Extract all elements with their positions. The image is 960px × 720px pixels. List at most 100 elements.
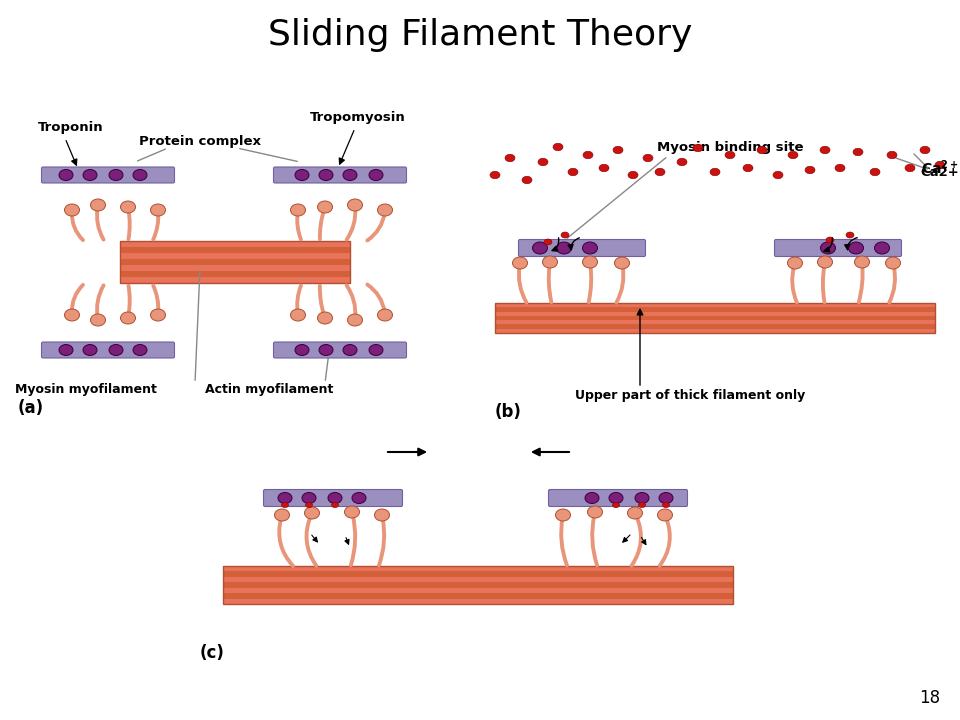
Polygon shape	[120, 241, 350, 247]
Ellipse shape	[369, 344, 383, 356]
Ellipse shape	[568, 168, 578, 176]
Ellipse shape	[885, 257, 900, 269]
Ellipse shape	[788, 151, 798, 158]
Ellipse shape	[291, 309, 305, 321]
Ellipse shape	[90, 199, 106, 211]
Ellipse shape	[83, 169, 97, 181]
Polygon shape	[120, 271, 350, 277]
Ellipse shape	[151, 204, 165, 216]
Ellipse shape	[343, 169, 357, 181]
Polygon shape	[223, 588, 733, 593]
Polygon shape	[495, 303, 935, 307]
Ellipse shape	[343, 344, 357, 356]
Polygon shape	[120, 253, 350, 259]
Polygon shape	[495, 329, 935, 333]
Text: Tropomyosin: Tropomyosin	[310, 112, 406, 125]
Polygon shape	[120, 277, 350, 283]
Text: Upper part of thick filament only: Upper part of thick filament only	[575, 389, 805, 402]
Ellipse shape	[59, 169, 73, 181]
Ellipse shape	[302, 492, 316, 503]
Ellipse shape	[787, 257, 803, 269]
FancyBboxPatch shape	[518, 240, 645, 256]
Ellipse shape	[83, 344, 97, 356]
Ellipse shape	[281, 503, 289, 508]
Polygon shape	[120, 259, 350, 265]
Ellipse shape	[151, 309, 165, 321]
Polygon shape	[495, 325, 935, 329]
Ellipse shape	[655, 168, 665, 176]
Ellipse shape	[295, 344, 309, 356]
Ellipse shape	[109, 344, 123, 356]
Ellipse shape	[583, 151, 593, 158]
Ellipse shape	[887, 151, 897, 158]
FancyBboxPatch shape	[41, 167, 175, 183]
Ellipse shape	[835, 164, 845, 172]
Text: Myosin binding site: Myosin binding site	[657, 142, 804, 155]
Ellipse shape	[725, 151, 735, 158]
Ellipse shape	[773, 171, 783, 179]
Ellipse shape	[121, 312, 135, 324]
Ellipse shape	[612, 503, 619, 508]
Ellipse shape	[556, 509, 570, 521]
Ellipse shape	[553, 143, 563, 150]
Ellipse shape	[820, 146, 830, 154]
Polygon shape	[120, 247, 350, 253]
Polygon shape	[223, 582, 733, 588]
Text: (a): (a)	[18, 399, 44, 417]
Text: Sliding Filament Theory: Sliding Filament Theory	[268, 18, 692, 52]
Ellipse shape	[875, 242, 890, 254]
Ellipse shape	[542, 256, 558, 268]
Text: $\mathbf{Ca^{2+}}$: $\mathbf{Ca^{2+}}$	[922, 158, 959, 177]
Polygon shape	[223, 566, 733, 572]
Ellipse shape	[614, 257, 630, 269]
Ellipse shape	[826, 237, 834, 243]
Ellipse shape	[588, 506, 603, 518]
Ellipse shape	[557, 242, 571, 254]
Ellipse shape	[318, 312, 332, 324]
FancyBboxPatch shape	[41, 342, 175, 358]
Ellipse shape	[533, 242, 547, 254]
Text: Myosin myofilament: Myosin myofilament	[15, 384, 156, 397]
Ellipse shape	[348, 314, 363, 326]
Polygon shape	[120, 265, 350, 271]
Ellipse shape	[377, 204, 393, 216]
FancyBboxPatch shape	[274, 167, 406, 183]
Ellipse shape	[304, 507, 320, 519]
Polygon shape	[223, 598, 733, 604]
Polygon shape	[223, 577, 733, 582]
Ellipse shape	[599, 164, 609, 172]
Ellipse shape	[295, 169, 309, 181]
Ellipse shape	[905, 164, 915, 172]
Ellipse shape	[109, 169, 123, 181]
FancyBboxPatch shape	[263, 490, 402, 506]
Ellipse shape	[935, 161, 945, 168]
Text: Actin myofilament: Actin myofilament	[205, 384, 333, 397]
Ellipse shape	[522, 176, 532, 184]
Ellipse shape	[328, 492, 342, 503]
Ellipse shape	[662, 503, 669, 508]
Ellipse shape	[64, 204, 80, 216]
Polygon shape	[495, 316, 935, 320]
Ellipse shape	[59, 344, 73, 356]
Ellipse shape	[319, 169, 333, 181]
Text: Troponin: Troponin	[38, 122, 104, 135]
Ellipse shape	[585, 492, 599, 503]
Ellipse shape	[505, 154, 515, 162]
Ellipse shape	[352, 492, 366, 503]
Ellipse shape	[291, 204, 305, 216]
Text: (c): (c)	[200, 644, 225, 662]
Text: (b): (b)	[495, 403, 522, 421]
Polygon shape	[223, 572, 733, 577]
Ellipse shape	[613, 146, 623, 154]
Ellipse shape	[677, 158, 687, 166]
Ellipse shape	[490, 171, 500, 179]
Ellipse shape	[369, 169, 383, 181]
Polygon shape	[495, 307, 935, 312]
Ellipse shape	[583, 242, 597, 254]
FancyBboxPatch shape	[775, 240, 901, 256]
Ellipse shape	[635, 492, 649, 503]
Ellipse shape	[331, 503, 339, 508]
FancyBboxPatch shape	[548, 490, 687, 506]
Ellipse shape	[628, 171, 638, 179]
FancyBboxPatch shape	[274, 342, 406, 358]
